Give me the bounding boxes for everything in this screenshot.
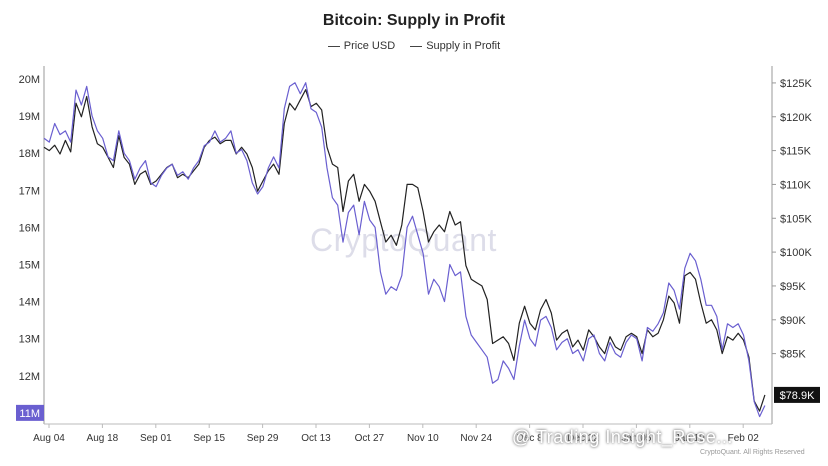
legend-swatch-supply [410, 45, 423, 47]
right-axis-tick-label: $105K [780, 213, 812, 225]
x-axis-tick-label: Dec 22 [567, 433, 599, 444]
series-line-supply-in-profit [43, 82, 766, 418]
left-axis-tick-label: 14M [19, 297, 40, 309]
x-axis-tick-label: Oct 13 [301, 433, 331, 444]
left-axis-tick-label: 15M [19, 259, 40, 271]
right-axis-tick-label: $125K [780, 78, 812, 90]
x-axis-tick-label: Jan 19 [675, 433, 705, 444]
left-axis-tick-label: 17M [19, 185, 40, 197]
legend-label-price: Price USD [343, 40, 396, 52]
left-axis-tick-label: 16M [19, 222, 40, 234]
left-axis-tick-label: 19M [19, 111, 40, 123]
current-price-label: $78.9K [780, 390, 816, 402]
x-axis-tick-label: Sep 15 [193, 433, 225, 444]
legend-item-price: Price USD [327, 40, 396, 52]
left-axis-tick-label: 13M [19, 334, 40, 346]
right-axis-tick-label: $100K [780, 247, 812, 259]
right-axis-tick-label: $95K [780, 281, 806, 293]
x-axis-tick-label: Jan 05 [621, 433, 651, 444]
x-axis-tick-label: Oct 27 [355, 433, 385, 444]
x-axis-tick-label: Sep 29 [247, 433, 279, 444]
x-axis-tick-label: Aug 04 [33, 433, 65, 444]
left-axis-tick-label: 18M [19, 148, 40, 160]
right-axis-tick-label: $110K [780, 179, 812, 191]
left-axis-highlight-box [16, 404, 44, 421]
left-axis-tick-label: 11M [19, 408, 40, 420]
overlay-watermark: @ Trading Insight_Rese... [512, 427, 733, 447]
chart-legend: Price USD Supply in Profit [0, 40, 828, 52]
right-axis-tick-label: $120K [780, 112, 812, 124]
legend-label-supply: Supply in Profit [426, 40, 501, 52]
legend-item-supply: Supply in Profit [410, 40, 500, 52]
x-axis-tick-label: Dec 8 [517, 433, 544, 444]
x-axis-tick-label: Aug 18 [87, 433, 119, 444]
x-axis-tick-label: Feb 02 [728, 433, 760, 444]
x-axis-tick-label: Sep 01 [140, 433, 172, 444]
left-axis-tick-label: 20M [19, 74, 40, 86]
left-axis-tick-label: 12M [19, 371, 40, 383]
right-axis-tick-label: $85K [780, 349, 806, 361]
current-price-box [774, 386, 820, 403]
right-axis-tick-label: $90K [780, 315, 806, 327]
chart-credit: CryptoQuant. All Rights Reserved [700, 449, 805, 456]
right-axis-tick-label: $115K [780, 146, 812, 158]
x-axis-tick-label: Nov 10 [407, 433, 439, 444]
x-axis-tick-label: Nov 24 [460, 433, 492, 444]
legend-swatch-price [327, 45, 340, 47]
chart-title: Bitcoin: Supply in Profit [322, 12, 506, 29]
